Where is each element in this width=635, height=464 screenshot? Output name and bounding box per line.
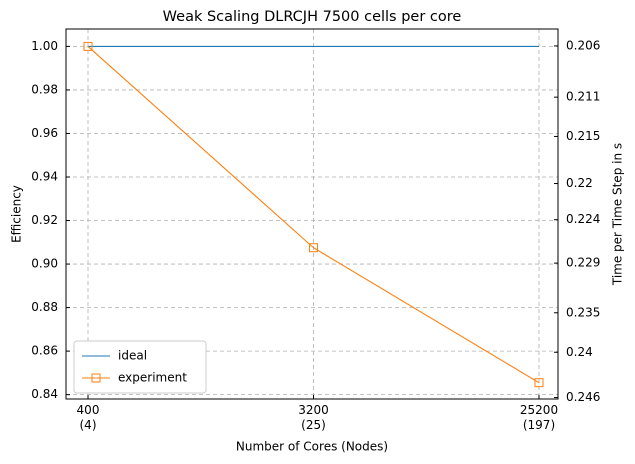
y2-tick-label: 0.246: [566, 390, 600, 404]
y-tick-label: 1.00: [31, 39, 58, 53]
x-tick-label: 400 (4): [76, 403, 100, 432]
y-tick-label: 0.92: [31, 213, 58, 227]
marker: [83, 41, 93, 51]
x-tick-label: 3200 (25): [298, 403, 329, 432]
legend-label: experiment: [118, 371, 187, 385]
y2-tick-label: 0.24: [566, 345, 593, 359]
legend-box: [73, 340, 207, 394]
y-tick-label: 0.88: [31, 300, 58, 314]
y2-tick-label: 0.224: [566, 212, 600, 226]
y-tick-label: 0.84: [31, 387, 58, 401]
x-axis-label: Number of Cores (Nodes): [236, 440, 388, 454]
line: [87, 46, 540, 384]
y2-tick-label: 0.235: [566, 305, 600, 319]
y2-tick-label: 0.206: [566, 38, 600, 52]
legend-label: ideal: [118, 349, 147, 363]
legend-marker: [91, 373, 101, 383]
y2-tick-label: 0.229: [566, 256, 600, 270]
y-axis-label: Efficiency: [10, 185, 24, 243]
y-tick-label: 0.86: [31, 344, 58, 358]
y-tick-label: 0.98: [31, 82, 58, 96]
y2-tick-label: 0.211: [566, 90, 600, 104]
y-tick-label: 0.96: [31, 126, 58, 140]
y-tick-label: 0.94: [31, 170, 58, 184]
y-tick-label: 0.90: [31, 257, 58, 271]
y2-tick-label: 0.22: [566, 176, 593, 190]
marker: [309, 243, 318, 253]
plot-frame: [65, 28, 559, 400]
x-tick-label: 25200 (197): [519, 403, 559, 432]
y2-tick-label: 0.215: [566, 129, 600, 143]
chart-title: Weak Scaling DLRCJH 7500 cells per core: [163, 9, 462, 25]
y2-axis-label: Time per Time Step in s: [611, 143, 625, 286]
marker: [534, 378, 544, 388]
